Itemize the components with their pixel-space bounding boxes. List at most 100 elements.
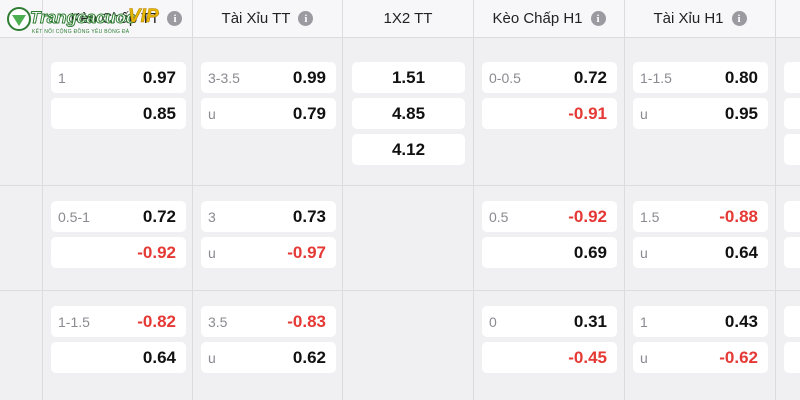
logo-tagline: KẾT NỐI CỘNG ĐỒNG YÊU BÓNG ĐÁ [32, 29, 130, 35]
odds-box[interactable]: 0.5-1 0.72 [51, 201, 186, 232]
handicap-label: u [208, 105, 216, 122]
handicap-label: 1-1.5 [58, 313, 90, 330]
odds-box[interactable]: 4.85 [352, 98, 465, 129]
column-title: Kèo Chấp H1 [492, 10, 583, 27]
odds-box [784, 237, 800, 268]
handicap-label: 0.5-1 [58, 208, 90, 225]
info-icon[interactable]: i [731, 11, 747, 26]
odds-box[interactable]: -0.92 [51, 237, 186, 268]
odds-value: 0.73 [292, 206, 326, 226]
column-divider [474, 38, 625, 400]
column-header: Kèo Chấp H1 i [474, 0, 625, 38]
odds-value: -0.97 [287, 242, 326, 262]
odds-value: 0.64 [724, 242, 758, 262]
odds-box[interactable]: 0.5 -0.92 [482, 201, 617, 232]
odds-box[interactable]: 3 0.73 [201, 201, 336, 232]
odds-box[interactable]: 0.85 [51, 98, 186, 129]
odds-box[interactable]: -0.91 [482, 98, 617, 129]
odds-value: -0.83 [287, 311, 326, 331]
odds-value: 0.31 [573, 311, 607, 331]
odds-value: 0.72 [573, 67, 607, 87]
odds-box[interactable]: u 0.62 [201, 342, 336, 373]
handicap-label: 3 [208, 208, 216, 225]
odds-value: 0.72 [142, 206, 176, 226]
column-divider [193, 38, 343, 400]
odds-value: -0.88 [719, 206, 758, 226]
odds-box[interactable]: 4.12 [352, 134, 465, 165]
handicap-label: 1.5 [640, 208, 660, 225]
odds-value: 0.69 [573, 242, 607, 262]
odds-value: -0.82 [137, 311, 176, 331]
column-header: 1X2 TT [343, 0, 474, 38]
odds-box[interactable]: u 0.79 [201, 98, 336, 129]
odds-value: 4.85 [391, 103, 426, 123]
odds-box[interactable]: -0.45 [482, 342, 617, 373]
odds-box [784, 134, 800, 165]
odds-box[interactable]: 1 0.97 [51, 62, 186, 93]
odds-value: -0.62 [719, 347, 758, 367]
handicap-label: 1-1.5 [640, 69, 672, 86]
odds-box[interactable]: u 0.64 [633, 237, 768, 268]
odds-value: 0.62 [292, 347, 326, 367]
odds-box[interactable]: 1-1.5 0.80 [633, 62, 768, 93]
column-divider [343, 38, 474, 400]
odds-box [784, 201, 800, 232]
row-divider [0, 185, 800, 186]
odds-value: 0.79 [292, 103, 326, 123]
handicap-label: 3.5 [208, 313, 228, 330]
odds-box [784, 62, 800, 93]
info-icon[interactable]: i [167, 11, 183, 26]
column-header: Tài Xỉu H1 i [625, 0, 776, 38]
odds-box[interactable]: 1 0.43 [633, 306, 768, 337]
odds-box [784, 306, 800, 337]
column-title: Tài Xỉu TT [221, 10, 291, 27]
column-title: 1X2 TT [383, 10, 433, 27]
handicap-label: 0.5 [489, 208, 509, 225]
odds-box [784, 98, 800, 129]
row-divider [0, 290, 800, 291]
odds-box[interactable]: 3-3.5 0.99 [201, 62, 336, 93]
handicap-label: 1 [58, 69, 66, 86]
odds-box[interactable]: 0.69 [482, 237, 617, 268]
odds-box[interactable]: u -0.62 [633, 342, 768, 373]
handicap-label: 0 [489, 313, 497, 330]
odds-box[interactable]: 1.51 [352, 62, 465, 93]
info-icon[interactable]: i [298, 11, 314, 26]
header-cell [776, 0, 800, 38]
handicap-label: u [640, 105, 648, 122]
odds-value: -0.45 [568, 347, 607, 367]
odds-value: 0.80 [724, 67, 758, 87]
odds-value: 0.43 [724, 311, 758, 331]
info-icon[interactable]: i [590, 11, 606, 26]
logo-name: Trangcacuoc [30, 8, 137, 28]
column-divider [43, 38, 193, 400]
column-divider [0, 38, 43, 400]
odds-box[interactable]: 0-0.5 0.72 [482, 62, 617, 93]
logo-icon [7, 7, 31, 31]
logo-vip: VIP [128, 6, 159, 28]
odds-box[interactable]: u 0.95 [633, 98, 768, 129]
odds-box[interactable]: 0 0.31 [482, 306, 617, 337]
odds-box[interactable]: 0.64 [51, 342, 186, 373]
odds-box [784, 342, 800, 373]
handicap-label: u [208, 349, 216, 366]
column-header: Kèo Chấp TT i [43, 0, 193, 38]
column-title: Tài Xỉu H1 [653, 10, 724, 27]
odds-box[interactable]: u -0.97 [201, 237, 336, 268]
odds-box[interactable]: 1.5 -0.88 [633, 201, 768, 232]
odds-value: 0.64 [142, 347, 176, 367]
odds-box[interactable]: 1-1.5 -0.82 [51, 306, 186, 337]
odds-box[interactable]: 3.5 -0.83 [201, 306, 336, 337]
odds-value: -0.92 [568, 206, 607, 226]
odds-value: 0.85 [142, 103, 176, 123]
handicap-label: u [640, 349, 648, 366]
odds-value: 0.97 [142, 67, 176, 87]
odds-value: 1.51 [391, 67, 426, 87]
odds-value: 4.12 [391, 139, 426, 159]
handicap-label: u [208, 244, 216, 261]
column-title: Kèo Chấp TT [70, 10, 160, 27]
handicap-label: 3-3.5 [208, 69, 240, 86]
odds-value: -0.91 [568, 103, 607, 123]
handicap-label: 0-0.5 [489, 69, 521, 86]
